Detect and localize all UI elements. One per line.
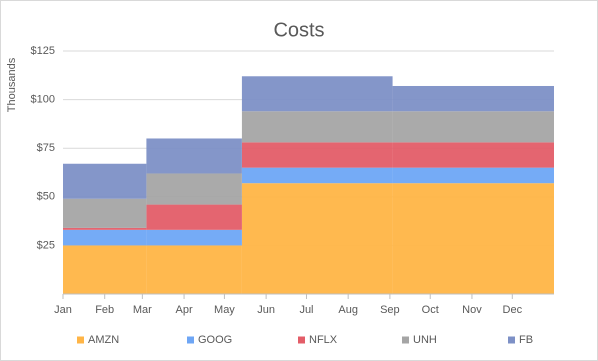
area-segment [392,167,554,184]
legend-label: GOOG [198,334,232,346]
legend-swatch [187,336,194,344]
y-tick-label: $75 [37,142,55,154]
area-segment [146,173,242,205]
x-tick-label: Jun [257,304,275,316]
x-tick-label: Aug [338,304,358,316]
y-tick-label: $25 [37,239,55,251]
legend-label: NFLX [309,334,338,346]
area-segment [63,198,147,228]
chart-title: Costs [273,19,324,41]
area-segment [63,245,147,294]
y-axis-title: Thousands [6,57,18,112]
x-tick-label: May [214,304,235,316]
legend-label: AMZN [88,334,119,346]
y-tick-label: $125 [31,45,55,57]
x-tick-label: Dec [503,304,523,316]
area-segment [146,204,242,230]
area-segment [63,227,147,230]
area-segment [392,183,554,294]
area-segment [392,111,554,143]
area-segment [63,229,147,246]
area-segment [241,76,393,112]
legend-swatch [77,336,84,344]
x-tick-label: Oct [422,304,439,316]
legend-swatch [508,336,515,344]
legend-swatch [402,336,409,344]
area-segment [241,142,393,168]
legend-swatch [298,336,305,344]
x-tick-label: Jan [54,304,72,316]
x-tick-label: Feb [95,304,114,316]
x-tick-label: Apr [176,304,193,316]
area-segment [392,85,554,112]
area-segment [146,138,242,174]
area-segment [146,245,242,294]
area-segment [392,142,554,168]
y-tick-label: $100 [31,94,55,106]
x-tick-label: Mar [133,304,152,316]
x-tick-label: Nov [462,304,482,316]
legend-label: FB [519,334,533,346]
y-tick-label: $50 [37,191,55,203]
area-segment [241,183,393,294]
legend-label: UNH [413,334,437,346]
area-segment [146,229,242,246]
area-segment [63,163,147,199]
area-segment [241,167,393,184]
x-tick-label: Sep [380,304,400,316]
x-tick-label: Jul [299,304,313,316]
area-segment [241,111,393,143]
